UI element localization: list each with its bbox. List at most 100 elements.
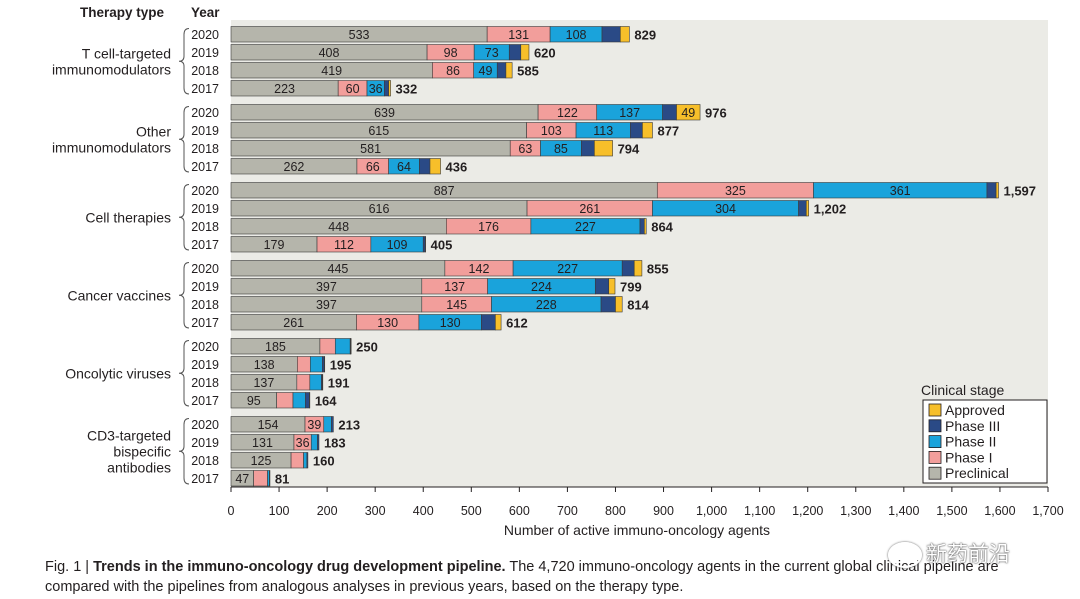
legend-swatch-preclinical [928,466,942,480]
therapy-type-label: Oncolytic viruses [65,365,171,381]
bar-segment-approved [495,314,502,331]
bar-segment-approved [619,26,630,43]
segment-value-label: 397 [316,298,337,312]
segment-value-label: 108 [566,28,587,42]
segment-value-label: 36 [369,82,383,96]
segment-value-label: 39 [307,418,321,432]
segment-value-label: 616 [369,202,390,216]
year-label: 2019 [191,202,219,216]
segment-value-label: 261 [579,202,600,216]
legend-label: Preclinical [945,465,1009,481]
segment-value-label: 125 [251,454,272,468]
therapy-type-label: Cancer vaccines [68,287,172,303]
figure-label: Fig. 1 | [45,559,94,575]
bar-total-label: 1,597 [1003,183,1036,198]
x-tick-label: 100 [269,504,290,518]
segment-value-label: 112 [334,238,354,252]
bar-segment-phase-iii [269,470,271,487]
group-bracket [178,106,190,173]
bar-total-label: 81 [275,471,289,486]
bar-segment-approved [323,356,326,373]
bar-segment-phase-i [296,374,311,391]
segment-value-label: 224 [531,280,552,294]
segment-value-label: 130 [440,316,461,330]
bar-segment-phase-ii [303,452,308,469]
segment-value-label: 137 [444,280,465,294]
bar-total-label: 855 [647,261,669,276]
bar-total-label: 877 [657,123,679,138]
legend-swatch-phase-i [928,450,942,464]
bar-segment-phase-iii [384,80,389,97]
year-label: 2017 [191,394,219,408]
bar-total-label: 794 [618,141,640,156]
legend-label: Phase III [945,418,1000,434]
bar-segment-approved [350,338,352,355]
bar-segment-approved [615,296,623,313]
year-header: Year [191,5,220,20]
year-label: 2018 [191,454,219,468]
segment-value-label: 122 [557,106,578,120]
legend-box [922,399,1048,484]
bar-total-label: 814 [627,297,649,312]
segment-value-label: 138 [254,358,275,372]
segment-value-label: 639 [374,106,395,120]
year-label: 2017 [191,472,219,486]
segment-value-label: 47 [235,472,249,486]
bar-total-label: 164 [315,393,337,408]
bar-segment-phase-iii [306,452,309,469]
bar-segment-phase-iii [331,416,334,433]
year-label: 2017 [191,160,219,174]
segment-value-label: 445 [328,262,349,276]
bar-segment-phase-ii [309,356,323,373]
year-label: 2017 [191,82,219,96]
bar-total-label: 829 [634,27,656,42]
x-tick-label: 0 [228,504,235,518]
watermark: 新药前沿 [888,538,1010,568]
year-label: 2019 [191,436,219,450]
segment-value-label: 581 [360,142,381,156]
segment-value-label: 185 [265,340,286,354]
legend-title: Clinical stage [921,382,1004,398]
segment-value-label: 145 [446,298,467,312]
bar-segment-phase-iii [481,314,496,331]
year-label: 2020 [191,28,219,42]
bar-segment-phase-ii [323,416,332,433]
year-label: 2020 [191,340,219,354]
bar-total-label: 1,202 [814,201,847,216]
bar-total-label: 213 [338,417,360,432]
bar-total-label: 799 [620,279,642,294]
year-label: 2019 [191,46,219,60]
x-tick-label: 900 [653,504,674,518]
bar-segment-phase-i [276,392,294,409]
segment-value-label: 179 [264,238,285,252]
bar-segment-phase-iii [594,278,610,295]
bar-total-label: 405 [431,237,453,252]
therapy-type-header: Therapy type [80,5,165,20]
group-bracket [178,28,190,95]
segment-value-label: 223 [274,82,295,96]
therapy-type-label: Other [136,123,171,139]
bar-segment-phase-i [253,470,268,487]
segment-value-label: 73 [485,46,499,60]
segment-value-label: 261 [283,316,304,330]
bar-segment-phase-ii [292,392,306,409]
bar-segment-approved [594,140,613,157]
legend-swatch-phase-iii [928,419,942,433]
figure-title: Trends in the immuno-oncology drug devel… [93,559,506,575]
bar-segment-approved [309,392,311,409]
group-bracket [178,418,190,485]
year-label: 2017 [191,238,219,252]
bar-total-label: 191 [328,375,350,390]
therapy-type-label: antibodies [107,459,171,475]
segment-value-label: 95 [247,394,261,408]
bar-segment-phase-iii [508,44,522,61]
bar-segment-phase-iii [630,122,643,139]
legend-label: Phase II [945,434,996,450]
year-label: 2018 [191,64,219,78]
bar-segment-approved [388,80,391,97]
bar-segment-approved [322,374,324,391]
legend-label: Phase I [945,449,992,465]
segment-value-label: 85 [554,142,568,156]
segment-value-label: 63 [518,142,532,156]
